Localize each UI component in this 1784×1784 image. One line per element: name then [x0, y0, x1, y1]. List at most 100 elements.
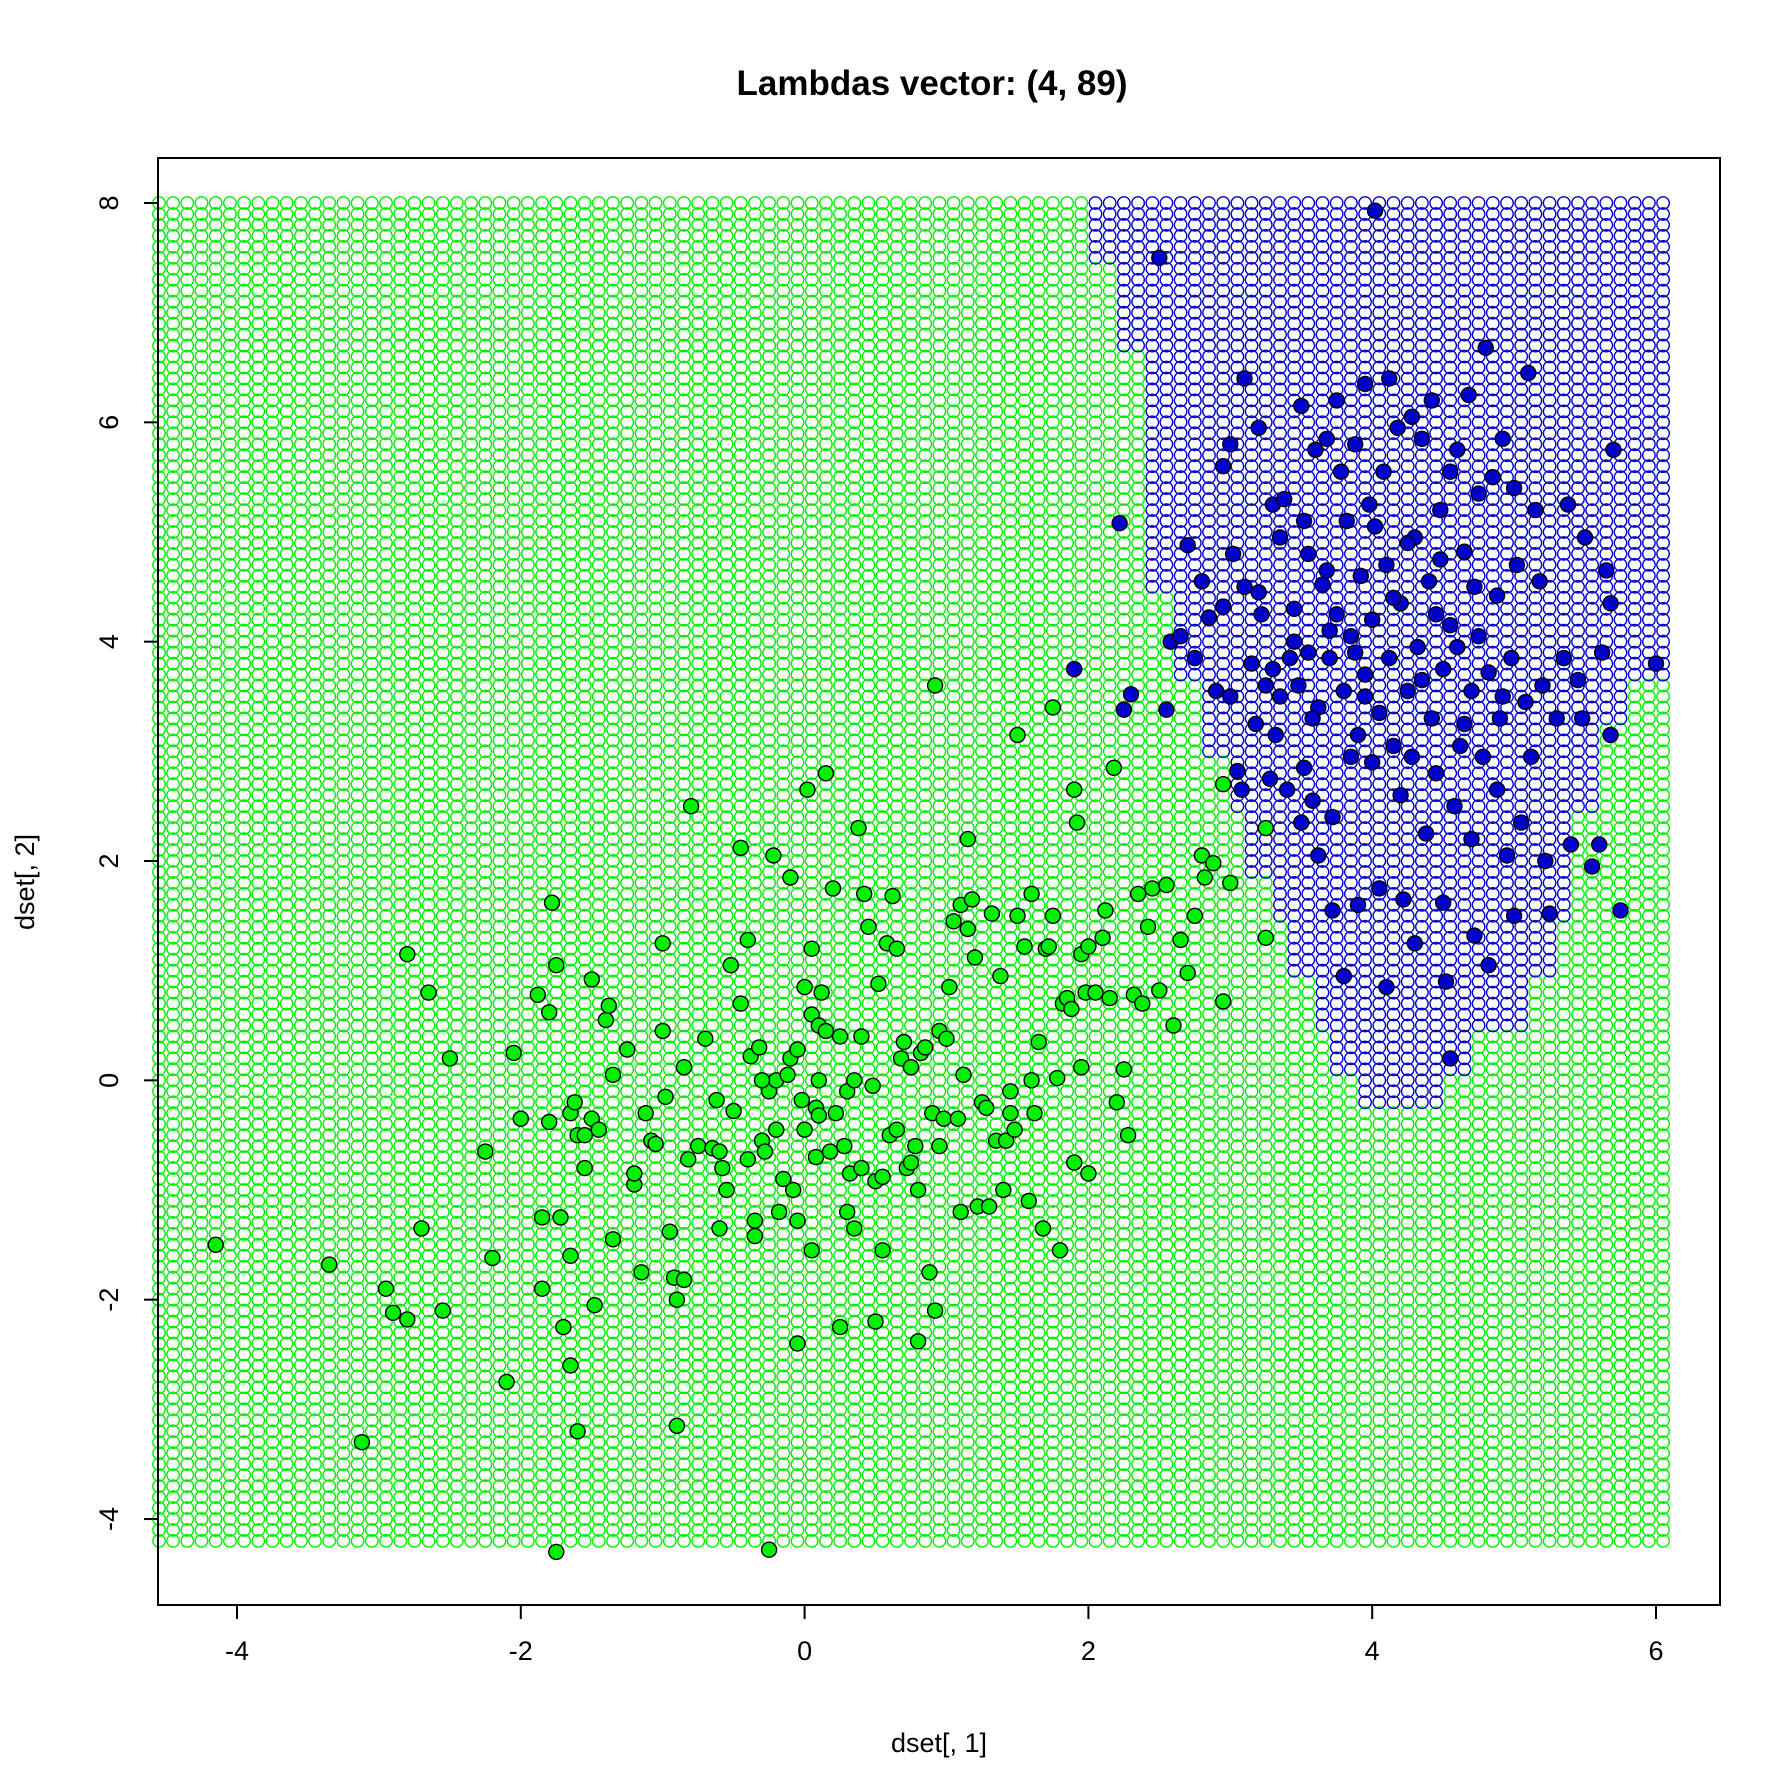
grid-point-class1: [180, 283, 195, 298]
grid-point-class1: [222, 250, 237, 265]
grid-point-class1: [237, 1512, 252, 1526]
grid-point-class1: [166, 283, 181, 298]
grid-point-class1: [208, 952, 223, 967]
grid-point-class1: [222, 393, 237, 408]
grid-point-class1: [166, 788, 181, 803]
grid-point-class1: [166, 1095, 181, 1110]
grid-point-class1: [194, 547, 209, 561]
grid-point-class1: [194, 1040, 209, 1055]
grid-point-class1: [237, 569, 252, 583]
grid-point-class1: [194, 1018, 209, 1033]
grid-point-class1: [222, 448, 237, 463]
grid-point-class1: [194, 1512, 209, 1526]
grid-point-class1: [180, 919, 195, 934]
grid-point-class1: [237, 525, 252, 539]
grid-point-class1: [166, 338, 181, 353]
grid-point-class1: [222, 1073, 237, 1088]
grid-point-class1: [208, 1468, 223, 1483]
grid-point-class1: [237, 1292, 252, 1307]
grid-point-class1: [180, 799, 195, 814]
grid-point-class1: [194, 744, 209, 759]
grid-point-class1: [208, 327, 223, 342]
grid-point-class1: [237, 228, 252, 243]
grid-point-class1: [194, 1369, 209, 1384]
grid-point-class1: [166, 1281, 181, 1296]
grid-point-class1: [194, 1336, 209, 1351]
grid-point-class1: [194, 678, 209, 693]
decision-grid: [152, 196, 1671, 1548]
grid-point-class1: [180, 1117, 195, 1132]
grid-point-class1: [180, 722, 195, 737]
grid-point-class1: [180, 711, 195, 726]
grid-point-class1: [194, 470, 209, 485]
grid-point-class1: [180, 1194, 195, 1208]
grid-point-class1: [222, 426, 237, 441]
grid-point-class1: [222, 459, 237, 474]
grid-point-class1: [194, 689, 209, 704]
grid-point-class1: [180, 228, 195, 243]
grid-point-class1: [166, 1303, 181, 1318]
grid-point-class1: [180, 1073, 195, 1088]
grid-point-class1: [166, 239, 181, 254]
grid-point-class1: [237, 623, 252, 638]
grid-point-class1: [237, 558, 252, 572]
grid-point-class1: [194, 1259, 209, 1274]
grid-point-class1: [237, 239, 252, 254]
grid-point-class1: [180, 1161, 195, 1176]
grid-point-class1: [166, 1018, 181, 1033]
grid-point-class1: [166, 1468, 181, 1483]
grid-point-class1: [194, 1194, 209, 1208]
grid-point-class1: [180, 547, 195, 561]
grid-point-class1: [180, 415, 195, 430]
grid-point-class1: [237, 1194, 252, 1208]
grid-point-class1: [208, 1194, 223, 1208]
grid-point-class1: [166, 1007, 181, 1022]
grid-point-class1: [222, 656, 237, 671]
grid-point-class1: [166, 228, 181, 243]
grid-point-class1: [194, 1292, 209, 1307]
grid-point-class1: [180, 656, 195, 671]
grid-point-class1: [222, 1018, 237, 1033]
grid-point-class1: [237, 448, 252, 463]
grid-point-class1: [208, 338, 223, 353]
grid-point-class1: [194, 1051, 209, 1066]
grid-point-class1: [166, 459, 181, 474]
grid-point-class1: [166, 1534, 181, 1548]
grid-point-class1: [208, 1347, 223, 1362]
grid-point-class1: [208, 1534, 223, 1548]
grid-point-class1: [166, 996, 181, 1011]
grid-point-class1: [194, 1029, 209, 1044]
grid-point-class1: [180, 1457, 195, 1472]
grid-point-class1: [237, 1237, 252, 1252]
grid-point-class1: [237, 316, 252, 331]
grid-point-class1: [208, 678, 223, 693]
grid-point-class1: [194, 1501, 209, 1515]
grid-point-class1: [208, 250, 223, 265]
grid-point-class1: [180, 470, 195, 485]
grid-point-class1: [166, 733, 181, 748]
grid-point-class1: [166, 898, 181, 912]
grid-point-class1: [194, 1084, 209, 1099]
grid-point-class1: [237, 711, 252, 726]
grid-point-class1: [194, 590, 209, 605]
grid-point-class1: [237, 492, 252, 506]
grid-point-class1: [222, 1172, 237, 1186]
grid-point-class1: [237, 1106, 252, 1121]
grid-point-class1: [180, 569, 195, 583]
grid-point-class1: [194, 1172, 209, 1186]
grid-point-class1: [237, 963, 252, 978]
grid-point-class1: [194, 239, 209, 254]
grid-point-class1: [180, 404, 195, 419]
grid-point-class1: [180, 1303, 195, 1318]
grid-point-class1: [166, 974, 181, 989]
grid-point-class1: [194, 952, 209, 967]
grid-point-class1: [180, 305, 195, 320]
grid-point-class1: [166, 305, 181, 320]
grid-point-class1: [180, 898, 195, 912]
grid-point-class1: [222, 1194, 237, 1208]
grid-point-class1: [180, 1084, 195, 1099]
grid-point-class1: [222, 1468, 237, 1483]
grid-point-class1: [194, 437, 209, 452]
grid-point-class1: [180, 843, 195, 857]
grid-point-class1: [194, 667, 209, 682]
